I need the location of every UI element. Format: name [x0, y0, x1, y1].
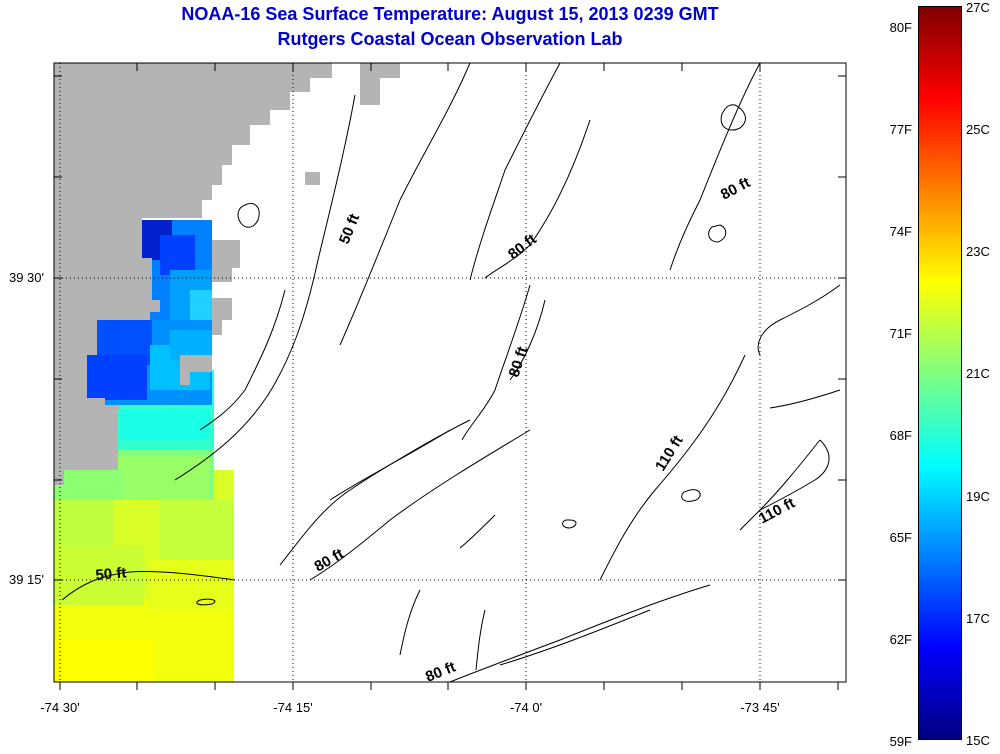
colorbar-celsius-label: 17C — [966, 611, 990, 626]
colorbar-fahrenheit-label: 77F — [889, 122, 912, 137]
map-title: NOAA-16 Sea Surface Temperature: August … — [181, 4, 719, 24]
bathymetry-contours — [61, 62, 841, 683]
lon-tick-label: -73 45' — [740, 700, 780, 715]
colorbar-celsius-label: 25C — [966, 122, 990, 137]
isobath-80ft-east: 80 ft — [718, 174, 753, 203]
map-subtitle: Rutgers Coastal Ocean Observation Lab — [277, 29, 623, 49]
colorbar-fahrenheit-label: 68F — [889, 428, 912, 443]
map-frame — [53, 62, 847, 683]
isobath-50ft-south: 50 ft — [95, 564, 127, 584]
lon-tick-label: -74 0' — [509, 700, 543, 715]
isobath-110ft-east: 110 ft — [756, 495, 798, 528]
land-mass — [54, 63, 332, 440]
isobath-50ft-north: 50 ft — [336, 212, 363, 247]
temperature-colorbar — [918, 6, 962, 740]
colorbar-fahrenheit-label: 59F — [889, 734, 912, 749]
colorbar-celsius-label: 21C — [966, 366, 990, 381]
isobath-110ft-center: 110 ft — [652, 433, 687, 475]
colorbar-fahrenheit-label: 74F — [889, 224, 912, 239]
isobath-80ft-north: 80 ft — [505, 231, 540, 263]
axis-ticks — [54, 63, 846, 690]
colorbar-fahrenheit-label: 62F — [889, 632, 912, 647]
colorbar-celsius-label: 27C — [966, 0, 990, 15]
isobath-80ft-middle: 80 ft — [506, 345, 532, 380]
colorbar-celsius-label: 23C — [966, 244, 990, 259]
lat-tick-label: 39 15' — [8, 572, 44, 587]
lon-tick-label: -74 30' — [40, 700, 80, 715]
isobath-80ft-southwest: 80 ft — [312, 545, 347, 575]
colorbar-fahrenheit-label: 71F — [889, 326, 912, 341]
lat-tick-label: 39 30' — [8, 270, 44, 285]
colorbar-celsius-label: 19C — [966, 489, 990, 504]
colorbar-fahrenheit-label: 80F — [889, 20, 912, 35]
colorbar-fahrenheit-label: 65F — [889, 530, 912, 545]
lon-tick-label: -74 15' — [273, 700, 313, 715]
colorbar-celsius-label: 15C — [966, 733, 990, 748]
graticule — [54, 63, 846, 682]
